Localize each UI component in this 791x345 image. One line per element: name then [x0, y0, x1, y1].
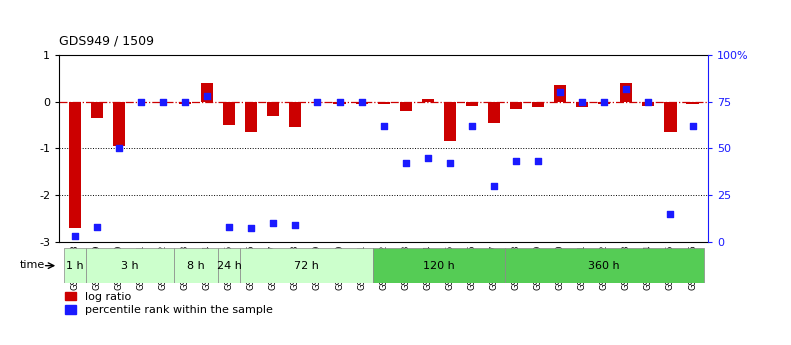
Point — [311, 99, 324, 105]
Point — [201, 93, 214, 99]
Point — [134, 99, 147, 105]
Point — [487, 183, 500, 188]
Point — [509, 159, 522, 164]
Bar — [576, 102, 589, 107]
Text: 3 h: 3 h — [121, 261, 138, 270]
Point — [112, 146, 125, 151]
Point — [576, 99, 589, 105]
Bar — [334, 102, 346, 104]
Point — [598, 99, 611, 105]
Point — [69, 233, 81, 239]
Legend: log ratio, percentile rank within the sample: log ratio, percentile rank within the sa… — [65, 292, 273, 315]
Text: 120 h: 120 h — [423, 261, 455, 270]
Bar — [267, 102, 279, 116]
Text: 360 h: 360 h — [589, 261, 620, 270]
Point — [179, 99, 191, 105]
Point — [664, 211, 677, 216]
Point — [422, 155, 434, 160]
Bar — [598, 102, 611, 104]
Bar — [422, 99, 433, 102]
Point — [466, 123, 479, 129]
Bar — [664, 102, 676, 132]
Bar — [377, 102, 390, 104]
Bar — [179, 102, 191, 104]
Bar — [510, 102, 522, 109]
Bar — [355, 102, 368, 104]
Point — [333, 99, 346, 105]
Point — [444, 160, 456, 166]
Bar — [91, 102, 103, 118]
Bar — [218, 248, 240, 283]
Bar — [399, 102, 412, 111]
Bar — [373, 248, 505, 283]
Text: 72 h: 72 h — [294, 261, 319, 270]
Point — [157, 99, 169, 105]
Bar — [290, 102, 301, 127]
Bar — [85, 248, 174, 283]
Text: GDS949 / 1509: GDS949 / 1509 — [59, 35, 154, 48]
Point — [223, 224, 236, 229]
Point — [642, 99, 655, 105]
Bar — [687, 102, 698, 104]
Bar — [174, 248, 218, 283]
Point — [90, 224, 103, 229]
Text: 24 h: 24 h — [217, 261, 241, 270]
Bar — [620, 83, 632, 102]
Bar — [113, 102, 125, 146]
Text: 1 h: 1 h — [66, 261, 84, 270]
Bar — [201, 83, 214, 102]
Point — [686, 123, 698, 129]
Point — [554, 90, 566, 95]
Point — [245, 226, 258, 231]
Point — [620, 86, 633, 91]
Bar — [488, 102, 500, 123]
Bar — [444, 102, 456, 141]
Point — [355, 99, 368, 105]
Bar — [223, 102, 235, 125]
Bar — [245, 102, 257, 132]
Text: time: time — [20, 260, 45, 270]
Bar — [466, 102, 478, 106]
Bar — [554, 86, 566, 102]
Point — [377, 123, 390, 129]
Point — [267, 220, 280, 226]
Bar — [532, 102, 544, 107]
Point — [399, 160, 412, 166]
Point — [532, 159, 544, 164]
Point — [289, 222, 301, 227]
Bar — [505, 248, 703, 283]
Bar — [240, 248, 373, 283]
Bar — [64, 248, 85, 283]
Bar — [642, 102, 654, 106]
Text: 8 h: 8 h — [187, 261, 205, 270]
Bar — [69, 102, 81, 228]
